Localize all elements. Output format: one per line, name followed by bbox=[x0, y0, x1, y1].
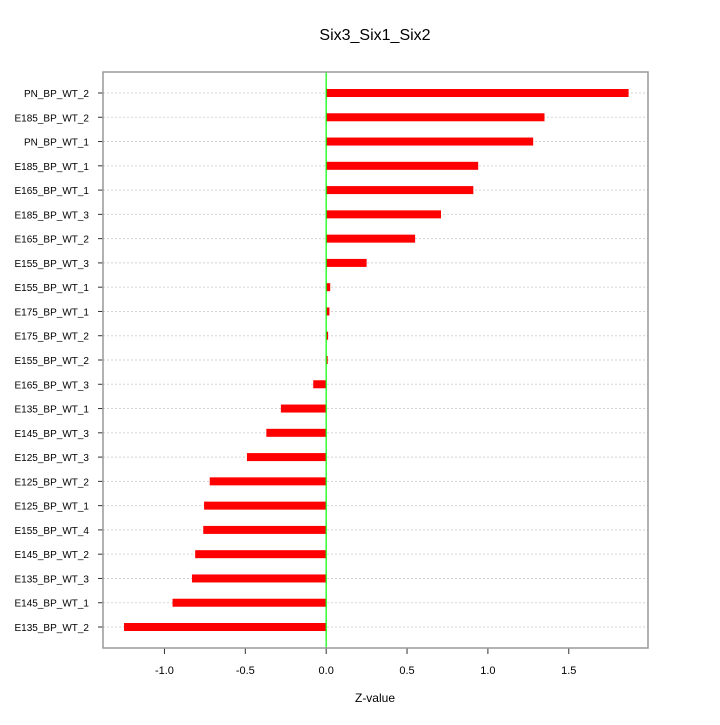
bar bbox=[326, 89, 629, 97]
bar bbox=[246, 453, 327, 462]
y-tick-label: E125_BP_WT_1 bbox=[15, 502, 90, 513]
y-tick-label: E185_BP_WT_2 bbox=[15, 113, 90, 124]
bar bbox=[191, 574, 327, 583]
bar bbox=[280, 404, 327, 413]
y-tick-label: E135_BP_WT_2 bbox=[15, 623, 90, 634]
y-tick-label: E145_BP_WT_2 bbox=[15, 550, 90, 561]
y-tick-label: E175_BP_WT_1 bbox=[15, 307, 90, 318]
bar bbox=[209, 477, 327, 486]
x-tick-label: -0.5 bbox=[236, 665, 255, 677]
bar bbox=[313, 380, 327, 389]
y-tick-label: E165_BP_WT_3 bbox=[15, 380, 90, 391]
bar bbox=[204, 501, 327, 510]
x-tick-label: 0.5 bbox=[399, 665, 414, 677]
bar bbox=[266, 428, 327, 437]
y-tick-label: E155_BP_WT_1 bbox=[15, 283, 90, 294]
y-tick-label: PN_BP_WT_2 bbox=[24, 89, 89, 100]
y-tick-label: E145_BP_WT_1 bbox=[15, 599, 90, 610]
y-tick-label: E145_BP_WT_3 bbox=[15, 429, 90, 440]
x-tick-label: 1.0 bbox=[480, 665, 495, 677]
y-tick-label: E125_BP_WT_2 bbox=[15, 477, 90, 488]
bar bbox=[326, 356, 328, 364]
y-tick-label: E125_BP_WT_3 bbox=[15, 453, 90, 464]
bar bbox=[326, 331, 329, 340]
bar bbox=[195, 550, 327, 559]
y-tick-label: PN_BP_WT_1 bbox=[24, 138, 89, 149]
bar bbox=[172, 598, 327, 607]
y-tick-label: E165_BP_WT_1 bbox=[15, 186, 90, 197]
x-tick-label: -1.0 bbox=[155, 665, 174, 677]
y-tick-label: E165_BP_WT_2 bbox=[15, 235, 90, 246]
x-tick-label: 1.5 bbox=[561, 665, 576, 677]
y-tick-label: E185_BP_WT_1 bbox=[15, 162, 90, 173]
x-tick-label: 0.0 bbox=[319, 665, 334, 677]
y-tick-label: E135_BP_WT_3 bbox=[15, 574, 90, 585]
y-tick-label: E155_BP_WT_3 bbox=[15, 259, 90, 270]
bar bbox=[326, 307, 330, 316]
y-tick-label: E175_BP_WT_2 bbox=[15, 332, 90, 343]
y-tick-label: E155_BP_WT_4 bbox=[15, 526, 90, 537]
bar bbox=[326, 186, 474, 195]
x-axis-label: Z-value bbox=[355, 691, 395, 705]
plot-frame bbox=[102, 71, 649, 649]
bar bbox=[326, 234, 416, 243]
bar bbox=[326, 283, 331, 292]
bar bbox=[326, 113, 545, 122]
bar bbox=[203, 525, 327, 534]
bar bbox=[124, 623, 327, 631]
y-tick-label: E135_BP_WT_1 bbox=[15, 405, 90, 416]
chart-title: Six3_Six1_Six2 bbox=[319, 27, 430, 44]
y-tick-label: E155_BP_WT_2 bbox=[15, 356, 90, 367]
bar bbox=[326, 210, 441, 219]
bar bbox=[326, 161, 479, 170]
y-tick-label: E185_BP_WT_3 bbox=[15, 210, 90, 221]
bar bbox=[326, 137, 534, 146]
bar bbox=[326, 258, 367, 267]
